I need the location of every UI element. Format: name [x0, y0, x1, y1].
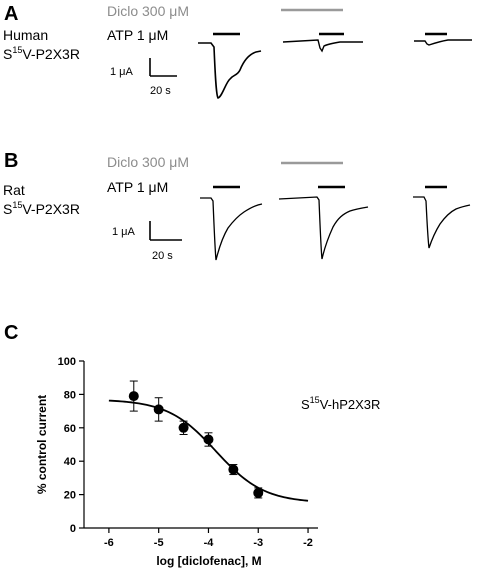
- data-point: [228, 464, 239, 476]
- atp-label-a: ATP 1 μM: [107, 27, 168, 43]
- x-axis-ticks: -6 -5 -4 -3 -2: [104, 528, 313, 549]
- point-marker: [203, 434, 214, 445]
- trace-a-washout: [414, 39, 472, 46]
- panel-letter-c: C: [4, 322, 18, 344]
- point-marker: [178, 422, 189, 433]
- panel-b: B Rat S15V-P2X3R Diclo 300 μM ATP 1 μM 1…: [3, 150, 471, 262]
- y-axis-title: % control current: [35, 395, 49, 494]
- data-point: [203, 432, 214, 447]
- data-point: [178, 420, 189, 435]
- chart-annotation: S15V-hP2X3R: [301, 395, 380, 412]
- trace-b-washout: [413, 196, 471, 249]
- y-axis-ticks: 0 20 40 60 80 100: [58, 356, 84, 535]
- x-tick-label: -6: [104, 537, 114, 549]
- x-tick-label: -2: [303, 537, 313, 549]
- scale-time-label-b: 20 s: [152, 250, 173, 262]
- data-point: [253, 487, 264, 499]
- panel-letter-a: A: [4, 3, 18, 25]
- data-points: [128, 380, 264, 499]
- y-tick-label: 40: [64, 456, 76, 468]
- fit-curve: [108, 399, 309, 502]
- panel-a: A Human S15V-P2X3R Diclo 300 μM ATP 1 μM…: [3, 3, 472, 99]
- y-tick-label: 80: [64, 389, 76, 401]
- diclo-label-a: Diclo 300 μM: [107, 3, 189, 19]
- data-point: [128, 380, 139, 412]
- scale-current-label-b: 1 μA: [112, 226, 136, 238]
- x-tick-label: -3: [253, 537, 263, 549]
- x-tick-label: -5: [154, 537, 164, 549]
- data-point: [153, 397, 164, 422]
- dose-response-chart: 0 20 40 60 80 100 -6 -5 -4 -3 -2 % control curren…: [35, 356, 380, 568]
- y-tick-label: 0: [70, 523, 76, 535]
- point-marker: [153, 404, 164, 415]
- y-tick-label: 20: [64, 490, 76, 502]
- scale-current-label-a: 1 μA: [110, 66, 134, 78]
- trace-b-control: [200, 197, 263, 261]
- construct-label-b: S15V-P2X3R: [3, 200, 80, 217]
- trace-a-diclo: [282, 39, 363, 53]
- x-tick-label: -4: [204, 537, 215, 549]
- y-tick-label: 60: [64, 423, 76, 435]
- construct-label-a: S15V-P2X3R: [3, 45, 80, 62]
- species-label-b: Rat: [3, 182, 25, 198]
- x-axis-title: log [diclofenac], M: [156, 554, 261, 568]
- diclo-label-b: Diclo 300 μM: [107, 154, 189, 170]
- species-label-a: Human: [3, 27, 48, 43]
- trace-b-diclo: [278, 196, 369, 260]
- point-marker: [128, 391, 139, 402]
- point-marker: [253, 487, 264, 498]
- panel-c: C 0 20 40 60 80 100 -6 -5 -4 -3 -2 % control curr…: [4, 322, 380, 568]
- y-tick-label: 100: [58, 356, 76, 368]
- scale-time-label-a: 20 s: [150, 85, 171, 97]
- atp-label-b: ATP 1 μM: [107, 179, 168, 195]
- point-marker: [228, 464, 239, 475]
- panel-letter-b: B: [4, 150, 18, 172]
- trace-a-control: [198, 42, 262, 99]
